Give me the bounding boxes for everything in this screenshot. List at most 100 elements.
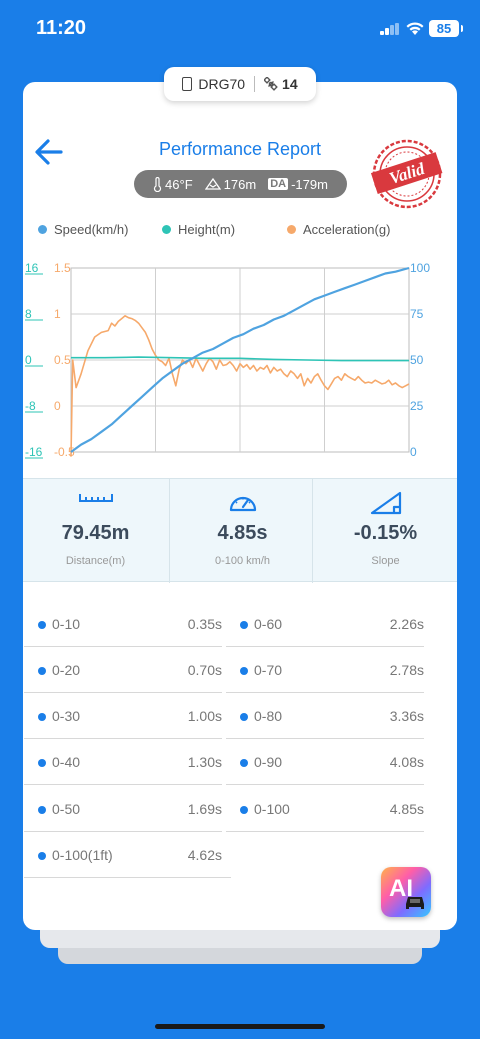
bullet-dot (240, 713, 248, 721)
cellular-signal-icon (380, 23, 400, 35)
interval-name: 0-60 (254, 616, 283, 632)
speed-tick-label: 0 (410, 445, 417, 459)
stat-distance: 79.45m Distance(m) (23, 479, 168, 583)
legend-acceleration[interactable]: Acceleration(g) (287, 222, 390, 237)
list-item: 0-20 0.70s (24, 647, 222, 693)
interval-name: 0-20 (52, 662, 81, 678)
bullet-dot (38, 621, 46, 629)
valid-stamp: Valid (370, 139, 443, 209)
interval-time: 4.62s (187, 847, 222, 863)
legend-acceleration-label: Acceleration(g) (303, 222, 391, 237)
speed-tick-label: 50 (410, 353, 424, 367)
legend-height[interactable]: Height(m) (162, 222, 235, 237)
list-item: 0-30 1.00s (24, 693, 222, 739)
back-arrow-icon[interactable] (33, 138, 65, 166)
home-indicator[interactable] (155, 1024, 325, 1029)
bullet-dot (240, 806, 248, 814)
elevation-value: 176m (223, 176, 257, 192)
chart-legend: Speed(km/h) Height(m) Acceleration(g) (0, 222, 480, 240)
density-altitude: DA -179m (268, 177, 328, 192)
divider (312, 479, 313, 583)
acceleration-tick-label: 0 (54, 399, 61, 413)
bullet-dot (240, 667, 248, 675)
interval-name: 0-90 (254, 754, 283, 770)
stat-0-100: 4.85s 0-100 km/h (170, 479, 315, 583)
acceleration-series-line (70, 314, 410, 457)
bullet-dot (240, 759, 248, 767)
list-item: 0-100(1ft) 4.62s (24, 832, 231, 878)
stat-distance-label: Distance(m) (65, 555, 126, 567)
height-tick-label: 0 (25, 353, 32, 367)
car-icon (406, 897, 424, 909)
legend-speed[interactable]: Speed(km/h) (38, 222, 128, 237)
height-tick-label: 16 (25, 261, 39, 275)
interval-name: 0-70 (254, 662, 283, 678)
legend-acceleration-dot (287, 225, 296, 234)
list-item: 0-40 1.30s (24, 739, 222, 785)
da-badge: DA (268, 178, 289, 190)
interval-time: 4.08s (389, 754, 424, 770)
satellite-icon (264, 77, 278, 91)
interval-name: 0-50 (52, 801, 81, 817)
height-tick-label: -8 (25, 399, 36, 413)
stat-0-100-value: 4.85s (217, 522, 268, 544)
interval-time: 1.30s (187, 754, 222, 770)
page-title: Performance Report (158, 139, 322, 159)
temperature-value: 46°F (165, 176, 193, 192)
speed-tick-label: 100 (410, 261, 430, 275)
interval-time: 4.85s (389, 801, 424, 817)
speedometer-icon (229, 496, 256, 512)
acceleration-tick-label: 1.5 (54, 261, 71, 275)
height-tick-label: -16 (25, 445, 43, 459)
interval-time: 1.69s (187, 801, 222, 817)
bullet-dot (240, 621, 248, 629)
device-badge[interactable]: DRG70 14 (164, 67, 316, 101)
status-time: 11:20 (36, 17, 87, 39)
interval-time: 0.70s (187, 662, 222, 678)
acceleration-tick-label: 1 (54, 307, 61, 321)
interval-name: 0-100 (254, 801, 290, 817)
performance-chart: 16 8 0 -8 -16 1.5 1 0.5 0 -0.5 100 75 50 25 0 (25, 261, 430, 459)
bullet-dot (38, 852, 46, 860)
slope-icon (370, 491, 401, 515)
speed-series-line (70, 266, 410, 453)
acceleration-tick-label: -0.5 (54, 445, 75, 459)
legend-speed-label: Speed(km/h) (54, 222, 129, 237)
temperature: 46°F (153, 176, 193, 192)
elevation: 176m (204, 176, 257, 192)
wifi-icon (406, 22, 424, 35)
list-item: 0-100 4.85s (226, 786, 424, 832)
interval-name: 0-80 (254, 708, 283, 724)
thermometer-icon (153, 176, 162, 192)
list-item: 0-60 2.26s (226, 601, 424, 647)
battery-icon: 85 (429, 20, 463, 37)
density-altitude-value: -179m (291, 176, 328, 192)
speed-tick-label: 75 (410, 307, 424, 321)
satellite-count: 14 (282, 76, 298, 92)
status-bar: 11:20 85 (0, 0, 480, 60)
height-tick-label: 8 (25, 307, 32, 321)
list-item: 0-80 3.36s (226, 693, 424, 739)
interval-name: 0-30 (52, 708, 81, 724)
bullet-dot (38, 806, 46, 814)
bullet-dot (38, 713, 46, 721)
stat-slope-label: Slope (371, 555, 400, 567)
device-name: DRG70 (198, 76, 246, 92)
interval-time: 2.78s (389, 662, 424, 678)
interval-time: 2.26s (389, 616, 424, 632)
divider (169, 479, 170, 583)
ai-assistant-button[interactable]: AI (381, 867, 431, 917)
divider (254, 76, 256, 92)
interval-name: 0-10 (52, 616, 81, 632)
legend-speed-dot (38, 225, 47, 234)
height-series-line (71, 356, 409, 362)
interval-time: 0.35s (187, 616, 222, 632)
mountain-icon (204, 178, 221, 190)
bullet-dot (38, 759, 46, 767)
interval-name: 0-40 (52, 754, 81, 770)
stat-0-100-label: 0-100 km/h (214, 555, 271, 567)
interval-name: 0-100(1ft) (52, 847, 113, 863)
bullet-dot (38, 667, 46, 675)
list-item: 0-90 4.08s (226, 739, 424, 785)
device-icon (182, 77, 193, 91)
